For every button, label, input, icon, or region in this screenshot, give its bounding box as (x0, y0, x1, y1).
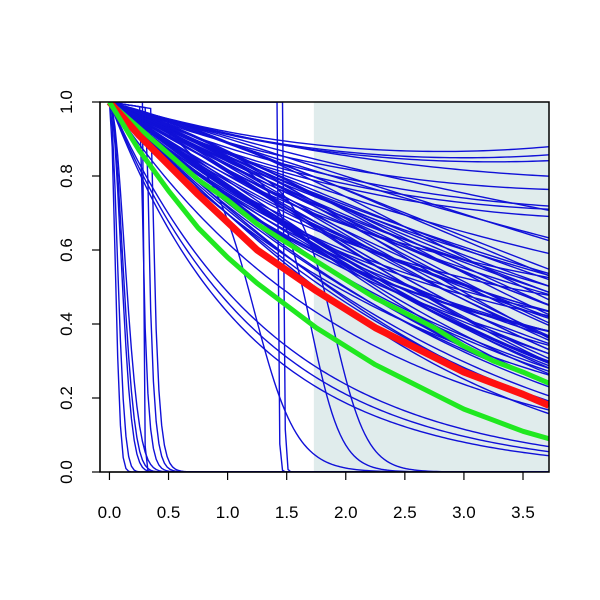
x-tick-label: 2.0 (334, 503, 358, 522)
posterior-draw (109, 102, 549, 279)
posterior-draw (108, 102, 549, 453)
posterior-draw (108, 102, 549, 397)
interval-line (107, 102, 549, 386)
y-tick-label: 0.2 (57, 386, 76, 410)
interval-line (107, 102, 549, 442)
mean-line (106, 102, 549, 409)
x-tick-label: 2.5 (393, 503, 417, 522)
posterior-draw (109, 102, 549, 239)
axes-layer: 0.0 0.5 1.0 1.5 2.0 2.5 3.0 3.5 0.0 0.2 0.4 0.6 0.8 1… (57, 90, 535, 522)
posterior-draw (109, 102, 549, 277)
y-tick-label: 0.6 (57, 238, 76, 262)
x-tick-label: 0.0 (98, 503, 122, 522)
y-tick-label: 0.4 (57, 312, 76, 336)
posterior-draw (109, 102, 549, 277)
y-tick-label: 0.0 (57, 460, 76, 484)
x-tick-label: 1.0 (216, 503, 240, 522)
posterior-draw (109, 102, 549, 255)
posterior-draw (108, 102, 549, 448)
posterior-draw (109, 102, 549, 324)
x-tick-label: 3.0 (452, 503, 476, 522)
posterior-draw (109, 102, 549, 384)
x-tick-label: 3.5 (511, 503, 535, 522)
y-tick-label: 1.0 (57, 90, 76, 114)
posterior-draw (109, 102, 549, 191)
posterior-draw (109, 102, 549, 153)
x-tick-label: 0.5 (157, 503, 181, 522)
posterior-draw (109, 102, 549, 320)
posterior-draw (108, 102, 549, 457)
x-tick-label: 1.5 (275, 503, 299, 522)
posterior-draw (108, 102, 549, 338)
posterior-draw (109, 102, 549, 362)
summary-lines-layer (106, 102, 549, 442)
posterior-draw (109, 102, 549, 351)
y-tick-label: 0.8 (57, 164, 76, 188)
posterior-draw (109, 102, 549, 287)
posterior-draw (109, 102, 549, 159)
posterior-draw (109, 102, 549, 341)
posterior-draw (109, 102, 549, 363)
posterior-draw (108, 102, 549, 411)
